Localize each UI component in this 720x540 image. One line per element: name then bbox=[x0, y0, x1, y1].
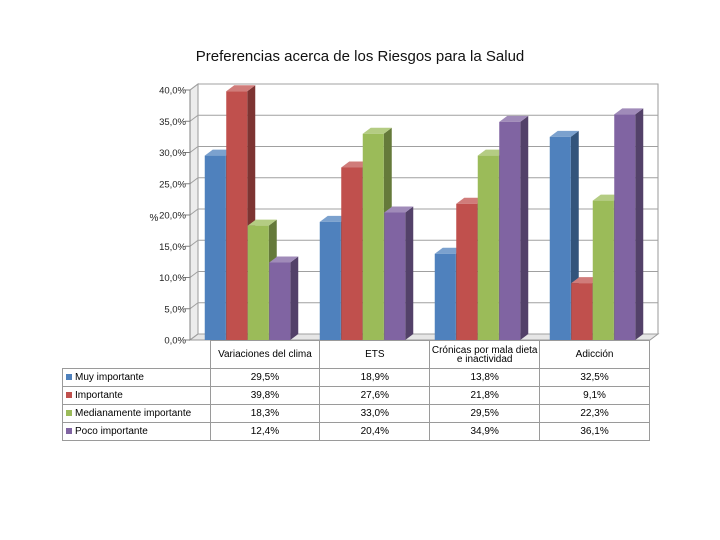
bar-front bbox=[499, 121, 521, 340]
gridline bbox=[189, 114, 658, 122]
table-row: Poco importante 12,4% 20,4% 34,9% 36,1% bbox=[62, 422, 650, 441]
bar-front bbox=[456, 203, 478, 340]
bar-front bbox=[614, 114, 636, 340]
table-header-row: Variaciones del clima ETS Crónicas por mal… bbox=[62, 340, 650, 369]
bar-side bbox=[405, 206, 414, 340]
data-label: 36,1% bbox=[539, 422, 650, 441]
bar-side bbox=[290, 256, 299, 340]
table-corner bbox=[62, 340, 211, 369]
y-tick-label: 20,0% bbox=[159, 211, 186, 222]
bar-side bbox=[520, 115, 529, 340]
legend-entry: Medianamente importante bbox=[62, 404, 211, 423]
data-label: 32,5% bbox=[539, 368, 650, 387]
bar-front bbox=[226, 91, 248, 340]
data-label: 39,8% bbox=[209, 386, 321, 405]
x-tick-label: Variaciones del clima bbox=[209, 340, 321, 369]
data-label: 9,1% bbox=[539, 386, 650, 405]
y-tick-label: 25,0% bbox=[159, 179, 186, 190]
bar-front bbox=[477, 155, 499, 340]
data-label: 13,8% bbox=[429, 368, 541, 387]
legend-swatch bbox=[66, 374, 72, 381]
data-label: 34,9% bbox=[429, 422, 541, 441]
bar-front bbox=[319, 221, 341, 340]
bar-front bbox=[434, 253, 456, 340]
bar-top bbox=[362, 127, 392, 134]
data-label: 21,8% bbox=[429, 386, 541, 405]
data-label: 12,4% bbox=[209, 422, 321, 441]
bar-front bbox=[549, 136, 571, 340]
bar-front bbox=[571, 283, 593, 340]
bar-front bbox=[247, 225, 269, 340]
y-tick-label: 15,0% bbox=[159, 242, 186, 253]
chart-title: Preferencias acerca de los Riesgos para … bbox=[195, 48, 525, 65]
x-tick-label: ETS bbox=[319, 340, 431, 369]
data-label: 22,3% bbox=[539, 404, 650, 423]
legend-swatch bbox=[66, 410, 72, 417]
bar-top bbox=[384, 206, 414, 213]
table-row: Importante 39,8% 27,6% 21,8% 9,1% bbox=[62, 386, 650, 405]
legend-entry: Muy importante bbox=[62, 368, 211, 387]
bar bbox=[269, 256, 299, 340]
legend-entry: Poco importante bbox=[62, 422, 211, 441]
data-table: Variaciones del clima ETS Crónicas por mal… bbox=[62, 340, 650, 441]
bar-front bbox=[269, 262, 291, 340]
bar bbox=[384, 206, 414, 340]
data-label: 18,9% bbox=[319, 368, 431, 387]
bar-top bbox=[269, 256, 299, 263]
gridline bbox=[189, 83, 658, 91]
y-axis-label: % bbox=[150, 213, 159, 224]
bar bbox=[499, 115, 529, 340]
table-row: Medianamente importante 18,3% 33,0% 29,5% 22… bbox=[62, 404, 650, 423]
data-label: 29,5% bbox=[209, 368, 321, 387]
x-tick-label: Crónicas por mala dieta e inactividad bbox=[429, 340, 541, 369]
y-tick-label: 10,0% bbox=[159, 273, 186, 284]
bar-top bbox=[226, 85, 256, 92]
y-tick-label: 5,0% bbox=[164, 304, 186, 315]
bar-front bbox=[384, 212, 406, 340]
y-tick-label: 40,0% bbox=[159, 86, 186, 97]
y-tick-label: 35,0% bbox=[159, 117, 186, 128]
data-label: 27,6% bbox=[319, 386, 431, 405]
x-tick-label: Adicción bbox=[539, 340, 650, 369]
bar-top bbox=[614, 108, 644, 115]
bar-top bbox=[549, 130, 579, 137]
bar-front bbox=[592, 200, 614, 340]
y-tick-label: 30,0% bbox=[159, 148, 186, 159]
bar-side bbox=[635, 108, 644, 340]
bar-front bbox=[341, 167, 363, 340]
data-label: 29,5% bbox=[429, 404, 541, 423]
bar-top bbox=[247, 219, 277, 226]
bar-front bbox=[204, 155, 226, 340]
legend-swatch bbox=[66, 392, 72, 399]
data-label: 33,0% bbox=[319, 404, 431, 423]
legend-label: Muy importante bbox=[75, 372, 144, 383]
legend-label: Poco importante bbox=[75, 426, 148, 437]
legend-label: Importante bbox=[75, 390, 123, 401]
legend-swatch bbox=[66, 428, 72, 435]
bar-top bbox=[499, 115, 529, 122]
legend-label: Medianamente importante bbox=[75, 408, 192, 419]
data-label: 18,3% bbox=[209, 404, 321, 423]
bar bbox=[614, 108, 644, 340]
legend-entry: Importante bbox=[62, 386, 211, 405]
table-row: Muy importante 29,5% 18,9% 13,8% 32,5% bbox=[62, 368, 650, 387]
data-label: 20,4% bbox=[319, 422, 431, 441]
bar-front bbox=[362, 133, 384, 340]
